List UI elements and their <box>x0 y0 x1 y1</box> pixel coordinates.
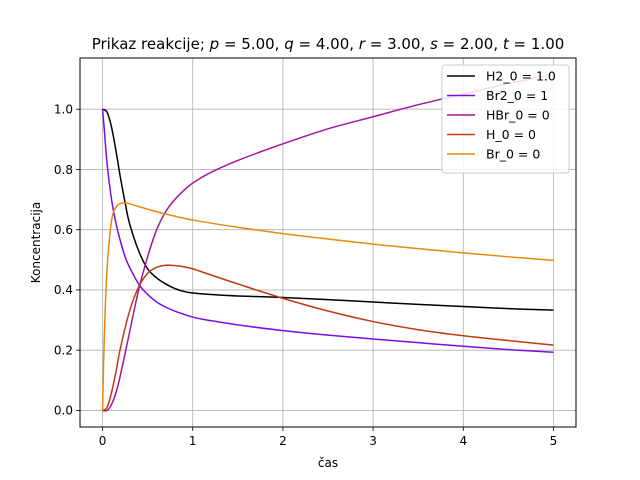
plot-frame <box>79 57 577 428</box>
series-line-br-0-0 <box>101 202 554 411</box>
legend-label: H_0 = 0 <box>486 127 536 142</box>
x-tick-label: 0 <box>99 434 107 448</box>
legend-label: H2_0 = 1.0 <box>486 69 556 84</box>
series-line-h-0-0 <box>102 264 554 412</box>
x-tick-label: 4 <box>459 434 467 448</box>
y-tick-label: 0.0 <box>54 404 73 418</box>
series-line-br2-0-1 <box>101 109 554 354</box>
y-tick-label: 0.8 <box>54 163 73 177</box>
series-lines <box>101 73 554 412</box>
y-axis-ticks: 0.0 0.2 0.4 0.6 0.8 1.0 <box>54 103 80 418</box>
series-line-h2-0-1-0 <box>102 108 554 311</box>
legend-label: Br2_0 = 1 <box>486 88 548 103</box>
legend: H2_0 = 1.0 Br2_0 = 1 HBr_0 = 0 H_0 = 0 Br_0… <box>441 64 570 174</box>
x-tick-label: 1 <box>189 434 197 448</box>
legend-label: Br_0 = 0 <box>486 147 540 162</box>
chart-title: Prikaz reakcije; p = 5.00, q = 4.00, r =… <box>92 35 565 53</box>
y-tick-label: 0.4 <box>54 283 73 297</box>
y-tick-label: 0.6 <box>54 223 73 237</box>
y-tick-label: 0.2 <box>54 343 73 357</box>
legend-box <box>441 64 570 174</box>
x-tick-label: 5 <box>550 434 558 448</box>
x-tick-label: 3 <box>369 434 377 448</box>
series-line-hbr-0-0 <box>102 73 554 412</box>
legend-label: HBr_0 = 0 <box>486 108 550 123</box>
y-axis-label: Koncentracija <box>29 202 43 283</box>
x-axis-ticks: 0 1 2 3 4 5 <box>99 427 558 448</box>
x-axis-label: čas <box>318 456 338 470</box>
y-tick-label: 1.0 <box>54 103 73 117</box>
x-tick-label: 2 <box>279 434 287 448</box>
